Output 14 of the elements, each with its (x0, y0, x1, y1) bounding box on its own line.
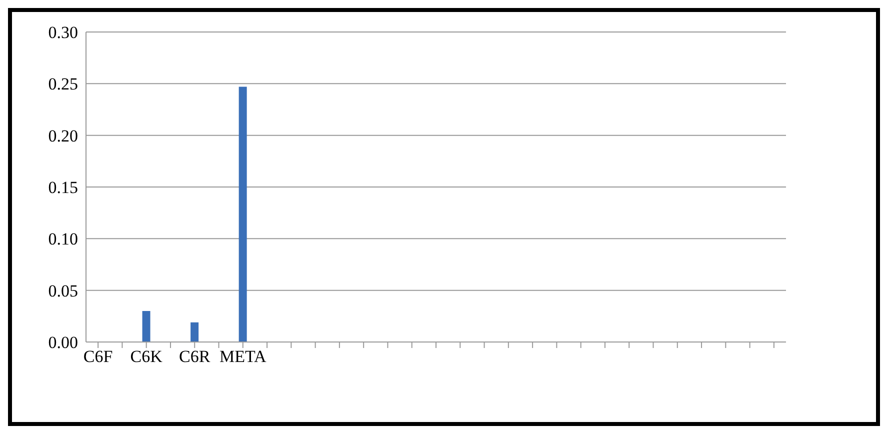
bar (142, 311, 150, 342)
y-tick-label: 0.30 (48, 23, 78, 42)
y-tick-label: 0.10 (48, 230, 78, 249)
x-tick-label: META (219, 347, 268, 366)
x-tick-label: C6K (130, 347, 164, 366)
x-tick-label: C6F (83, 347, 113, 366)
y-tick-label: 0.15 (48, 178, 78, 198)
y-tick-label: 0.25 (48, 74, 78, 94)
bar (190, 322, 199, 342)
y-tick-label: 0.00 (48, 333, 78, 352)
bar (238, 86, 247, 342)
y-tick-label: 0.05 (48, 281, 78, 300)
y-tick-label: 0.20 (48, 126, 78, 146)
x-tick-label: C6R (179, 347, 211, 366)
